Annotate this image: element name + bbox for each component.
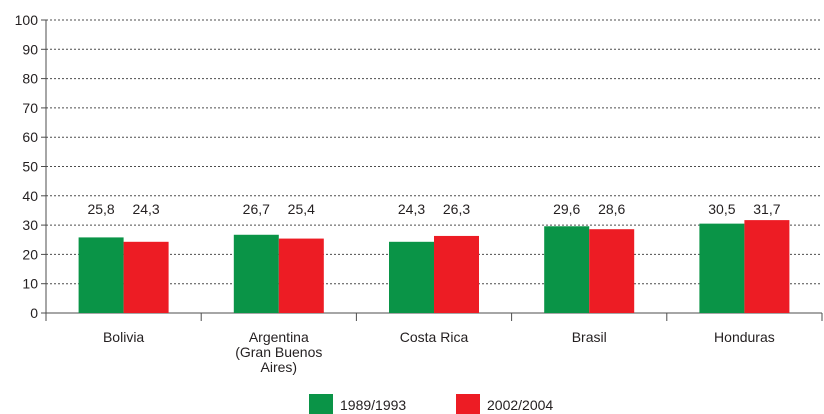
data-label: 26,3 (443, 201, 470, 217)
y-tick-label: 70 (22, 100, 38, 116)
y-tick-label: 90 (22, 41, 38, 57)
data-label: 29,6 (553, 201, 580, 217)
category-label: Aires) (261, 359, 298, 375)
y-tick-label: 0 (30, 305, 38, 321)
y-tick-label: 60 (22, 129, 38, 145)
data-label: 26,7 (243, 201, 270, 217)
data-label: 30,5 (708, 201, 735, 217)
y-tick-label: 40 (22, 188, 38, 204)
bar (699, 223, 745, 313)
y-tick-label: 100 (15, 12, 39, 28)
legend-swatch (309, 394, 333, 414)
legend: 1989/1993 2002/2004 (309, 394, 553, 414)
bar (278, 238, 324, 313)
y-tick-label: 50 (22, 159, 38, 175)
bar (233, 234, 279, 313)
bar (123, 241, 169, 313)
legend-swatch (456, 394, 480, 414)
category-label: Brasil (572, 329, 607, 345)
bar (544, 226, 590, 313)
y-tick-label: 10 (22, 276, 38, 292)
category-label: (Gran Buenos (235, 344, 322, 360)
bar (78, 237, 124, 313)
bar (589, 229, 635, 313)
data-label: 25,8 (87, 201, 114, 217)
bars (78, 220, 790, 313)
data-label: 28,6 (598, 201, 625, 217)
bar (389, 241, 434, 313)
bar (744, 220, 790, 313)
data-label: 31,7 (753, 201, 780, 217)
axes: 0 10 20 30 40 50 60 70 80 90 100 (15, 12, 823, 321)
y-tick-label: 80 (22, 71, 38, 87)
category-label: Bolivia (103, 329, 144, 345)
legend-label: 1989/1993 (340, 397, 406, 413)
data-label: 24,3 (132, 201, 159, 217)
category-label: Honduras (714, 329, 775, 345)
y-tick-label: 20 (22, 246, 38, 262)
bar (434, 235, 479, 313)
data-labels: 25,8 24,3 26,7 25,4 24,3 26,3 29,6 28,6 30,5 31,7 (87, 201, 780, 217)
data-label: 25,4 (288, 201, 315, 217)
category-label: Costa Rica (400, 329, 469, 345)
data-label: 24,3 (398, 201, 425, 217)
legend-label: 2002/2004 (487, 397, 553, 413)
y-tick-label: 30 (22, 217, 38, 233)
category-label: Argentina (249, 329, 309, 345)
